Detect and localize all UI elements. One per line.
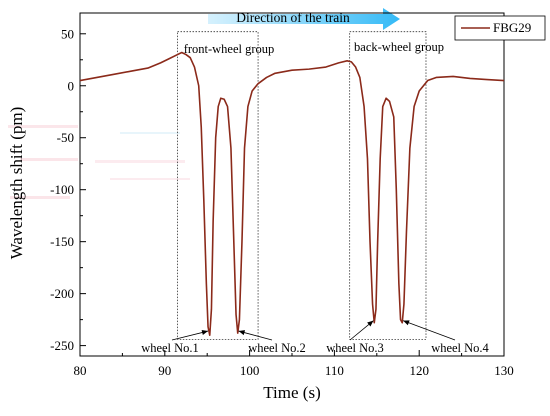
background-artifacts	[8, 125, 190, 199]
x-tick-label: 120	[409, 363, 429, 378]
wheel-1-arrow	[171, 329, 209, 341]
x-tick-label: 90	[158, 363, 171, 378]
y-axis-title: Wavelength shift (pm)	[7, 107, 26, 260]
back-wheel-group-label: back-wheel group	[354, 40, 444, 54]
back-wheel-group-box	[349, 31, 427, 340]
series-line-fbg29	[79, 51, 505, 337]
y-tick-label: -200	[50, 286, 74, 301]
wheel-3-label: wheel No.3	[326, 341, 384, 355]
wheel-4-arrow	[402, 320, 456, 341]
legend-label-fbg29: FBG29	[493, 20, 531, 35]
front-wheel-group-box	[177, 31, 259, 340]
plot-frame	[79, 12, 505, 357]
wheel-1-label: wheel No.1	[141, 341, 199, 355]
direction-label: Direction of the train	[236, 10, 350, 25]
y-axis: 50 0 -50 -100 -150 -200 -250	[50, 26, 86, 353]
legend: FBG29	[454, 15, 546, 41]
wheel-2-label: wheel No.2	[248, 341, 306, 355]
wheel-group-boxes	[177, 31, 427, 340]
x-axis-title: Time (s)	[263, 383, 320, 402]
wheel-2-arrow	[238, 330, 273, 341]
x-tick-label: 80	[74, 363, 87, 378]
x-tick-label: 130	[494, 363, 514, 378]
x-axis: 80 90 100 110 120 130	[74, 350, 514, 378]
wheel-arrows	[171, 320, 456, 341]
front-wheel-group-label: front-wheel group	[184, 42, 275, 56]
y-tick-label: -50	[57, 130, 74, 145]
y-tick-label: 50	[61, 26, 74, 41]
series-layer	[79, 51, 505, 337]
y-tick-label: -150	[50, 234, 74, 249]
direction-arrow	[208, 8, 400, 30]
y-tick-label: 0	[68, 78, 75, 93]
x-tick-label: 100	[240, 363, 260, 378]
wheel-4-label: wheel No.4	[431, 341, 489, 355]
wheel-3-arrow	[349, 320, 374, 341]
y-tick-label: -100	[50, 182, 74, 197]
x-tick-label: 110	[325, 363, 344, 378]
y-tick-label: -250	[50, 338, 74, 353]
